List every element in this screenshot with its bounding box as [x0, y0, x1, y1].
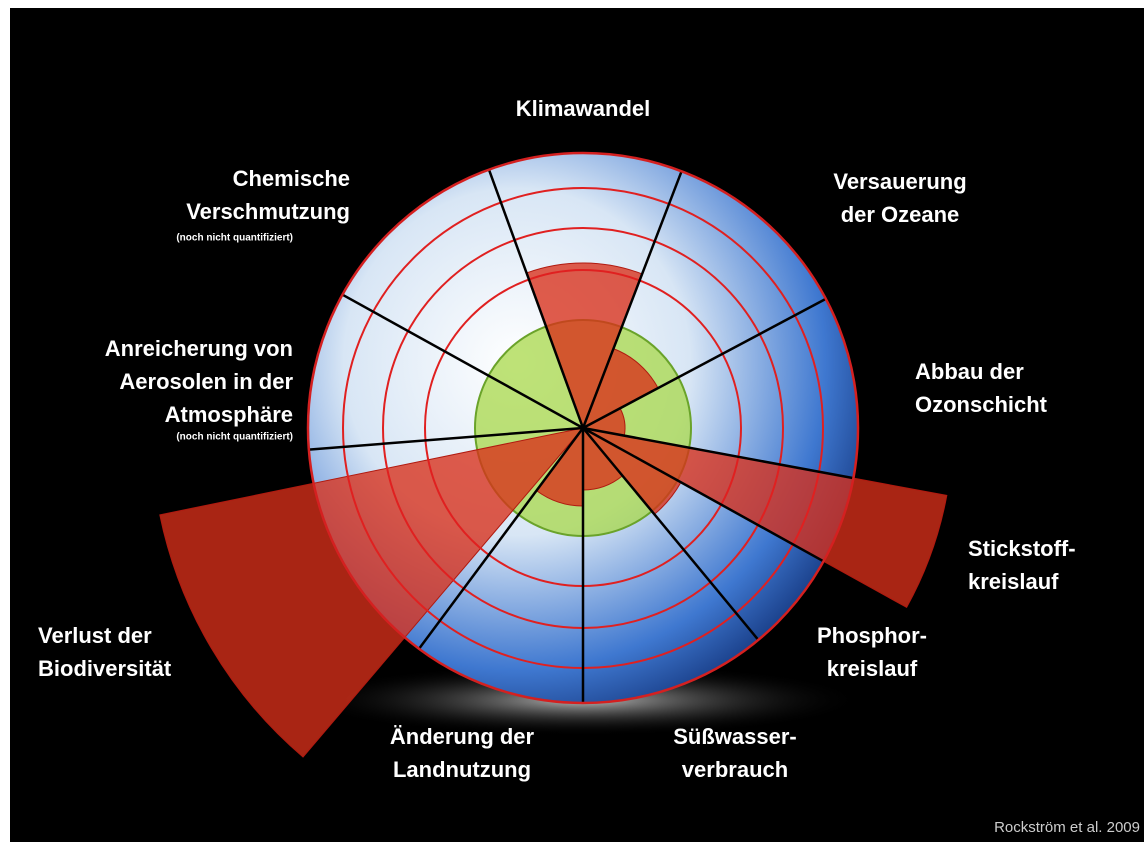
- node-note: (noch nicht quantifiziert): [176, 432, 293, 443]
- wedge: [582, 427, 948, 609]
- node-label: verbrauch: [682, 757, 788, 782]
- spokes: [308, 169, 854, 703]
- node-label: Aerosolen in der: [119, 369, 293, 394]
- wedge: [525, 262, 643, 430]
- spoke: [582, 427, 760, 641]
- node-label: Stickstoff-: [968, 536, 1076, 561]
- globe-rim: [306, 151, 860, 705]
- node-label: Anreicherung von: [105, 336, 293, 361]
- node-label: Süßwasser-: [673, 724, 797, 749]
- spoke: [308, 426, 584, 451]
- labels: Klimawandel Versauerung der Ozeane Abbau de…: [38, 96, 1076, 782]
- node-label: Abbau der: [915, 359, 1024, 384]
- node-label: Klimawandel: [516, 96, 650, 121]
- spoke: [418, 427, 585, 650]
- node-label: Landnutzung: [393, 757, 531, 782]
- wedges: [159, 262, 948, 758]
- node-label: kreislauf: [827, 656, 918, 681]
- spoke: [582, 426, 854, 480]
- node-label: Verlust der: [38, 623, 152, 648]
- node-label: Ozonschicht: [915, 392, 1048, 417]
- node-label: Versauerung: [833, 169, 966, 194]
- node-note: (noch nicht quantifiziert): [176, 233, 293, 244]
- node-label: Verschmutzung: [186, 199, 350, 224]
- node-label: Atmosphäre: [165, 402, 293, 427]
- node-label: Phosphor-: [817, 623, 927, 648]
- spoke: [341, 293, 584, 430]
- spoke: [487, 169, 585, 429]
- node-label: der Ozeane: [841, 202, 960, 227]
- spoke: [582, 297, 827, 430]
- node-label: Chemische: [233, 166, 350, 191]
- node-label: Änderung der: [390, 724, 535, 749]
- spoke: [582, 426, 825, 563]
- node-label: kreislauf: [968, 569, 1059, 594]
- wedge: [159, 427, 585, 758]
- spoke: [581, 170, 683, 429]
- credit: Rockström et al. 2009: [994, 819, 1140, 836]
- node-label: Biodiversität: [38, 656, 172, 681]
